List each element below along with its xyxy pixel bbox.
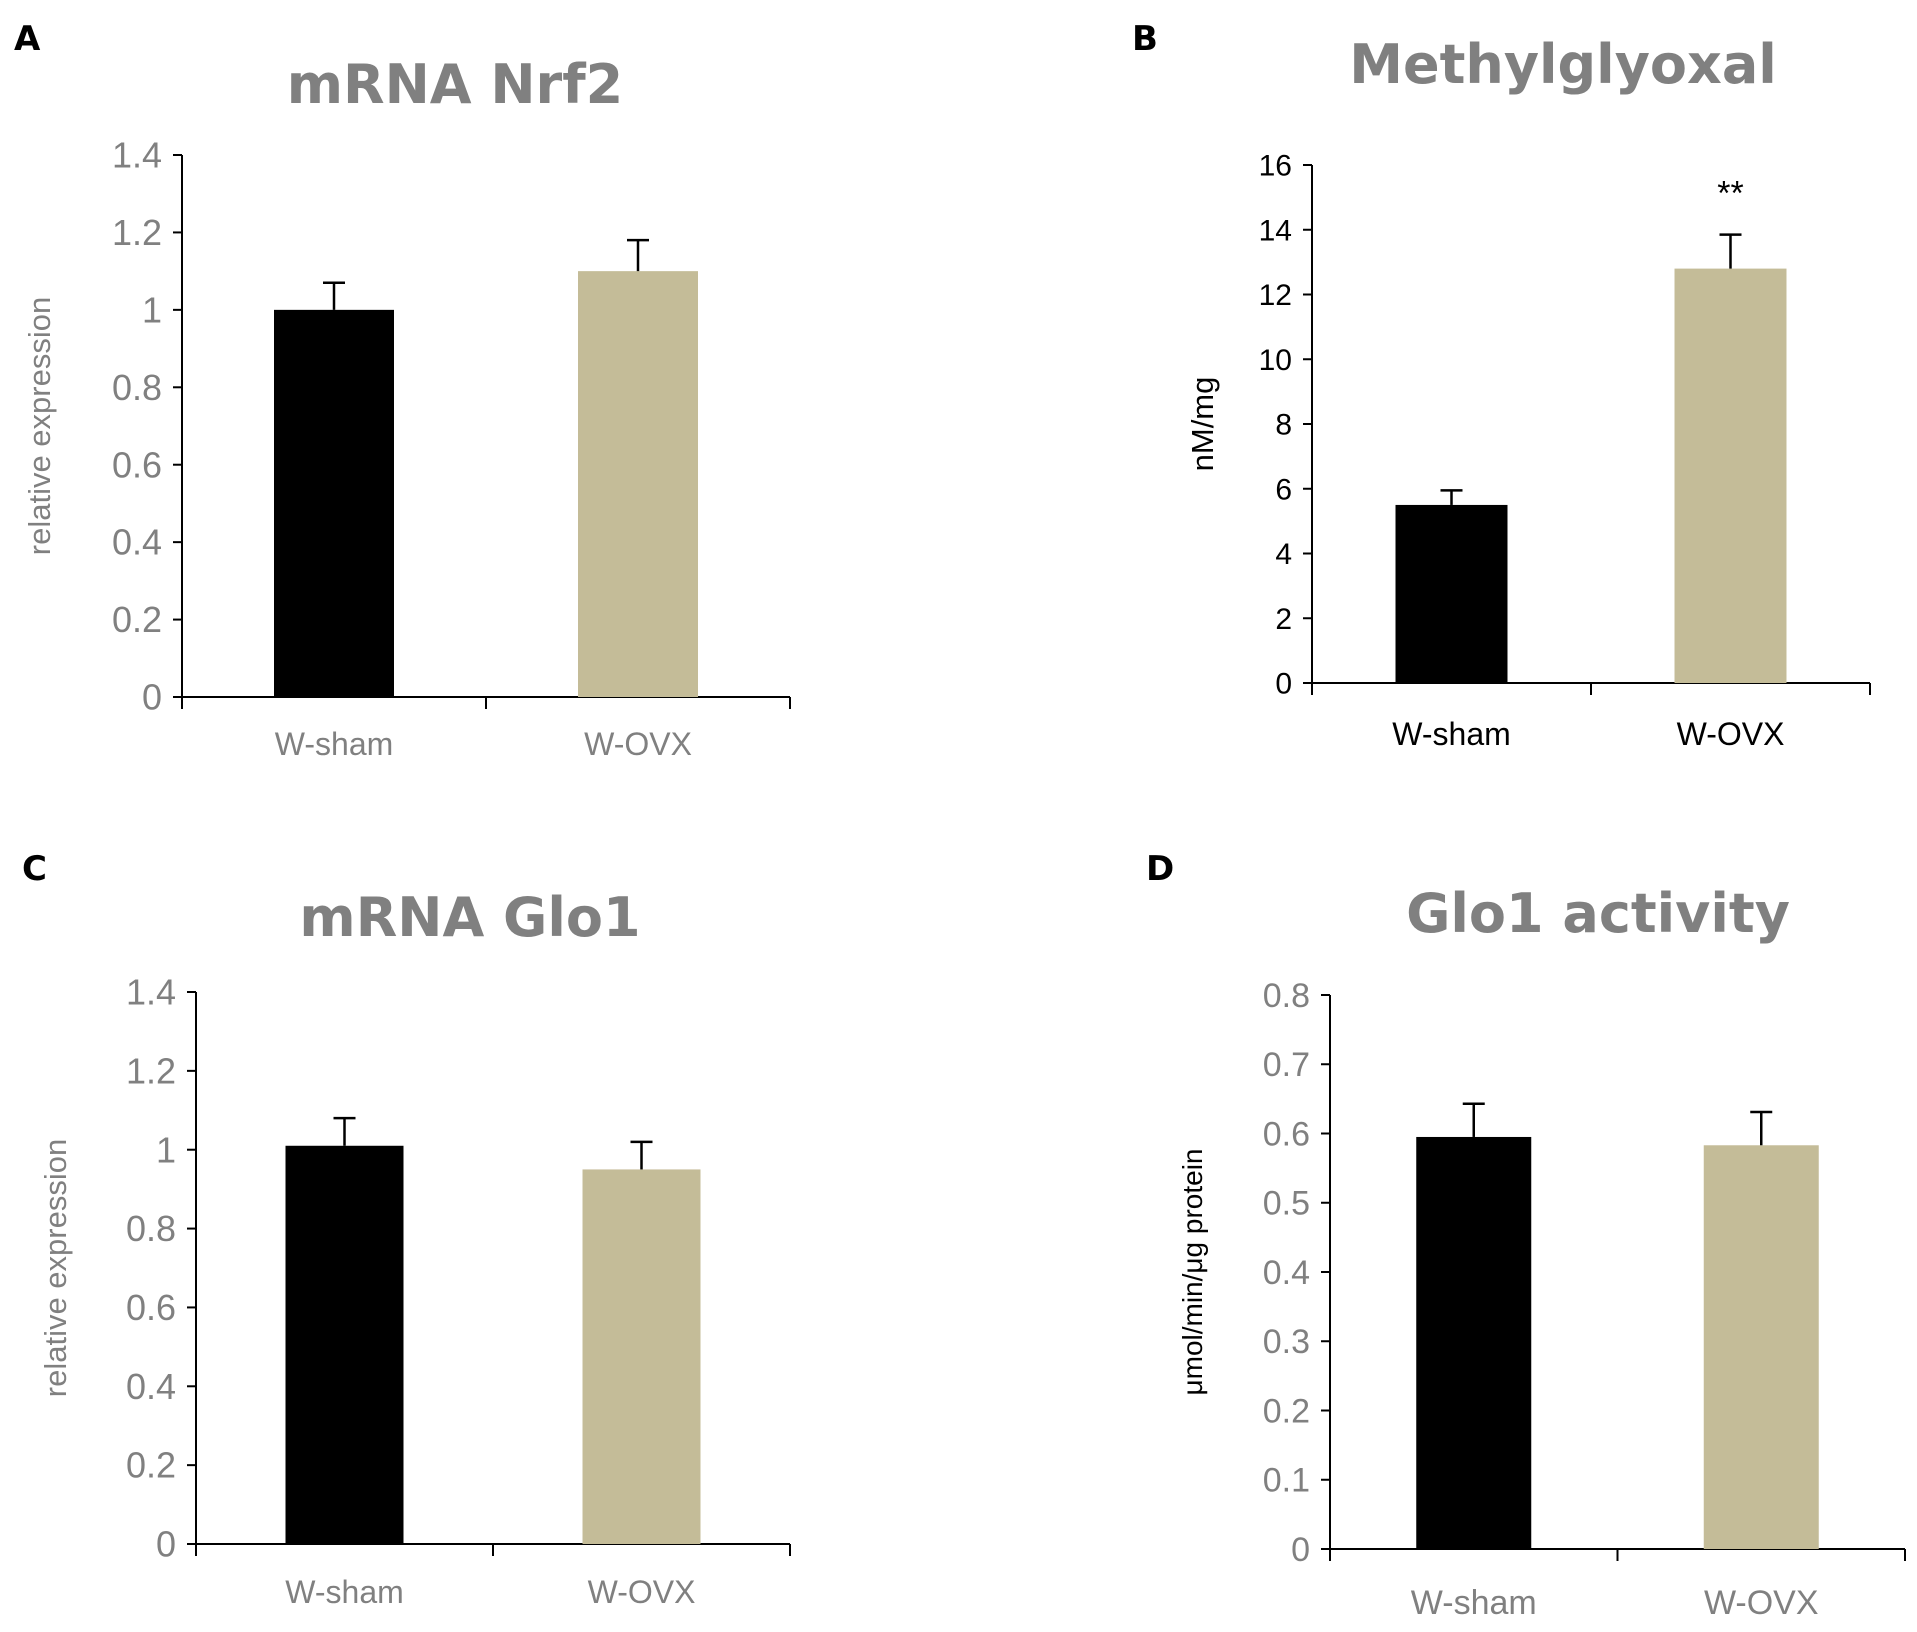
y-tick-label: 14 bbox=[1259, 214, 1292, 247]
panel-a: A mRNA Nrf2 0 0.2 0.4 0.6 0.8 1 1.2 1.4 W-sham W-… bbox=[14, 19, 791, 762]
category-label: W-sham bbox=[275, 726, 394, 762]
bar-w-sham bbox=[1395, 504, 1508, 683]
category-label: W-sham bbox=[285, 1574, 404, 1610]
y-tick-label: 4 bbox=[1275, 538, 1292, 571]
y-tick-label: 0.6 bbox=[112, 444, 162, 485]
y-tick-label: 1.4 bbox=[126, 972, 176, 1013]
category-label: W-OVX bbox=[588, 1574, 696, 1610]
y-tick-label: 1.2 bbox=[126, 1050, 176, 1091]
y-tick-label: 0.2 bbox=[112, 599, 162, 640]
y-tick-label: 1 bbox=[156, 1129, 176, 1170]
y-axis-title: relative expression bbox=[38, 1139, 73, 1397]
y-tick-label: 0.4 bbox=[1263, 1254, 1310, 1292]
y-tick-label: 0.4 bbox=[112, 522, 162, 563]
y-tick-label: 0.6 bbox=[1263, 1115, 1310, 1153]
y-axis-title: relative expression bbox=[22, 297, 57, 555]
chart-b: 0 2 4 6 8 10 12 14 16 W-sham ** W-OVX nM/mg bbox=[1185, 150, 1871, 752]
y-tick-label: 16 bbox=[1259, 150, 1292, 183]
bar-w-ovx bbox=[582, 1169, 701, 1544]
chart-c: 0 0.2 0.4 0.6 0.8 1 1.2 1.4 W-sham W-OVX relative … bbox=[38, 972, 791, 1610]
y-tick-label: 0 bbox=[142, 677, 162, 718]
y-tick-label: 1.2 bbox=[112, 212, 162, 253]
y-tick-label: 6 bbox=[1275, 473, 1292, 506]
y-axis-title: nM/mg bbox=[1185, 377, 1220, 472]
y-tick-label: 0.8 bbox=[112, 367, 162, 408]
y-tick-label: 0.8 bbox=[126, 1208, 176, 1249]
panel-d: D Glo1 activity 0 0.1 0.2 0.3 0.4 0.5 0.6 0.7 0.… bbox=[1146, 849, 1906, 1622]
y-tick-label: 2 bbox=[1275, 603, 1292, 636]
y-tick-label: 0.7 bbox=[1263, 1046, 1310, 1084]
y-tick-label: 0.8 bbox=[1263, 977, 1310, 1015]
y-tick-label: 1 bbox=[142, 289, 162, 330]
chart-d: 0 0.1 0.2 0.3 0.4 0.5 0.6 0.7 0.8 W-sham W-OVX μmol… bbox=[1177, 977, 1906, 1622]
bar-w-sham bbox=[1416, 1136, 1532, 1549]
bar-w-ovx bbox=[1674, 268, 1787, 683]
category-label: W-OVX bbox=[1677, 716, 1785, 752]
y-tick-label: 0 bbox=[156, 1524, 176, 1565]
y-tick-label: 10 bbox=[1259, 344, 1292, 377]
chart-title-c: mRNA Glo1 bbox=[299, 886, 640, 949]
y-tick-label: 0.1 bbox=[1263, 1462, 1310, 1500]
bar-w-ovx bbox=[578, 271, 698, 697]
y-tick-label: 0 bbox=[1275, 668, 1292, 701]
category-label: W-OVX bbox=[584, 726, 692, 762]
y-tick-label: 12 bbox=[1259, 279, 1292, 312]
y-tick-label: 0.4 bbox=[126, 1366, 176, 1407]
panel-letter-c: C bbox=[22, 849, 47, 889]
category-label: W-OVX bbox=[1704, 1584, 1819, 1622]
bar-w-sham bbox=[274, 309, 394, 697]
bar-w-sham bbox=[285, 1145, 404, 1544]
y-tick-label: 0.6 bbox=[126, 1287, 176, 1328]
y-axis-title: μmol/min/μg protein bbox=[1177, 1148, 1208, 1395]
bar-w-ovx bbox=[1703, 1145, 1819, 1549]
y-tick-label: 1.4 bbox=[112, 135, 162, 176]
y-tick-label: 0.3 bbox=[1263, 1323, 1310, 1361]
y-tick-label: 0.2 bbox=[1263, 1392, 1310, 1430]
panel-letter-d: D bbox=[1146, 849, 1174, 889]
chart-title-a: mRNA Nrf2 bbox=[287, 53, 624, 116]
panel-b: B Methylglyoxal 0 2 4 6 8 10 12 14 16 W-sham ** W-O… bbox=[1132, 19, 1871, 752]
panel-c: C mRNA Glo1 0 0.2 0.4 0.6 0.8 1 1.2 1.4 W-sham W-… bbox=[22, 849, 791, 1610]
panel-letter-b: B bbox=[1132, 19, 1158, 59]
y-tick-label: 0.2 bbox=[126, 1445, 176, 1486]
chart-title-d: Glo1 activity bbox=[1406, 882, 1790, 945]
panel-letter-a: A bbox=[14, 19, 41, 59]
chart-a: 0 0.2 0.4 0.6 0.8 1 1.2 1.4 W-sham W-OVX relative … bbox=[22, 135, 791, 762]
category-label: W-sham bbox=[1411, 1584, 1537, 1622]
y-tick-label: 0.5 bbox=[1263, 1185, 1310, 1223]
chart-title-b: Methylglyoxal bbox=[1349, 33, 1777, 96]
significance-label: ** bbox=[1717, 175, 1743, 213]
category-label: W-sham bbox=[1392, 716, 1511, 752]
y-tick-label: 0 bbox=[1291, 1531, 1310, 1569]
y-tick-label: 8 bbox=[1275, 409, 1292, 442]
